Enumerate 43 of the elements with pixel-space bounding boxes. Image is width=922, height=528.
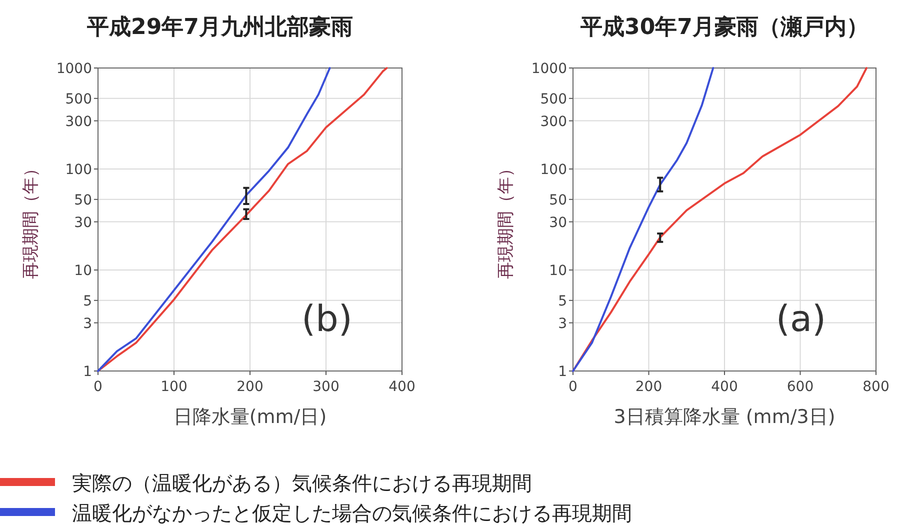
y-tick-label: 300 bbox=[540, 114, 567, 130]
line-series bbox=[572, 67, 868, 372]
y-tick-label: 500 bbox=[540, 91, 567, 108]
y-tick-label: 300 bbox=[65, 114, 92, 130]
x-tick-label: 400 bbox=[388, 379, 416, 395]
y-tick-label: 3 bbox=[83, 316, 92, 332]
y-tick-label: 100 bbox=[65, 162, 92, 178]
y-tick-label: 1 bbox=[558, 364, 567, 380]
chart-title: 平成29年7月九州北部豪雨 bbox=[86, 14, 353, 40]
x-tick-label: 0 bbox=[94, 379, 102, 395]
y-tick-label: 1 bbox=[83, 364, 92, 380]
y-tick-label: 50 bbox=[549, 192, 567, 208]
y-tick-label: 500 bbox=[65, 91, 92, 108]
x-tick-label: 200 bbox=[635, 379, 662, 395]
x-tick-label: 200 bbox=[236, 379, 264, 395]
x-tick-label: 0 bbox=[568, 379, 578, 395]
y-tick-label: 5 bbox=[83, 293, 92, 310]
y-tick-label: 50 bbox=[74, 192, 92, 208]
chart-title: 平成30年7月豪雨（瀬戸内） bbox=[580, 15, 868, 40]
x-tick-label: 300 bbox=[312, 379, 340, 395]
x-tick-label: 600 bbox=[786, 379, 814, 395]
y-tick-label: 10 bbox=[549, 263, 567, 279]
y-tick-label: 30 bbox=[74, 214, 92, 231]
y-tick-label: 3 bbox=[558, 316, 567, 332]
y-axis-title: 再現期間（年） bbox=[496, 160, 516, 279]
y-tick-label: 10 bbox=[74, 263, 92, 279]
annotation: (a) bbox=[776, 299, 826, 340]
y-axis-title: 再現期間（年） bbox=[21, 160, 41, 279]
x-tick-label: 100 bbox=[160, 379, 188, 395]
y-tick-label: 100 bbox=[540, 162, 567, 178]
x-tick-label: 800 bbox=[862, 379, 890, 395]
x-axis-title: 3日積算降水量 (mm/3日) bbox=[614, 406, 836, 428]
x-tick-label: 400 bbox=[711, 379, 738, 395]
y-tick-label: 1000 bbox=[531, 61, 567, 77]
y-tick-label: 30 bbox=[549, 214, 567, 231]
y-tick-label: 5 bbox=[558, 293, 567, 310]
x-axis-title: 日降水量(mm/日) bbox=[173, 406, 327, 428]
line-series bbox=[572, 67, 714, 372]
legend-label: 温暖化がなかったと仮定した場合の気候条件における再現期間 bbox=[72, 501, 632, 525]
y-tick-label: 1000 bbox=[56, 61, 92, 77]
annotation: (b) bbox=[302, 299, 352, 340]
line-series bbox=[97, 67, 388, 372]
legend-label: 実際の（温暖化がある）気候条件における再現期間 bbox=[72, 471, 532, 495]
